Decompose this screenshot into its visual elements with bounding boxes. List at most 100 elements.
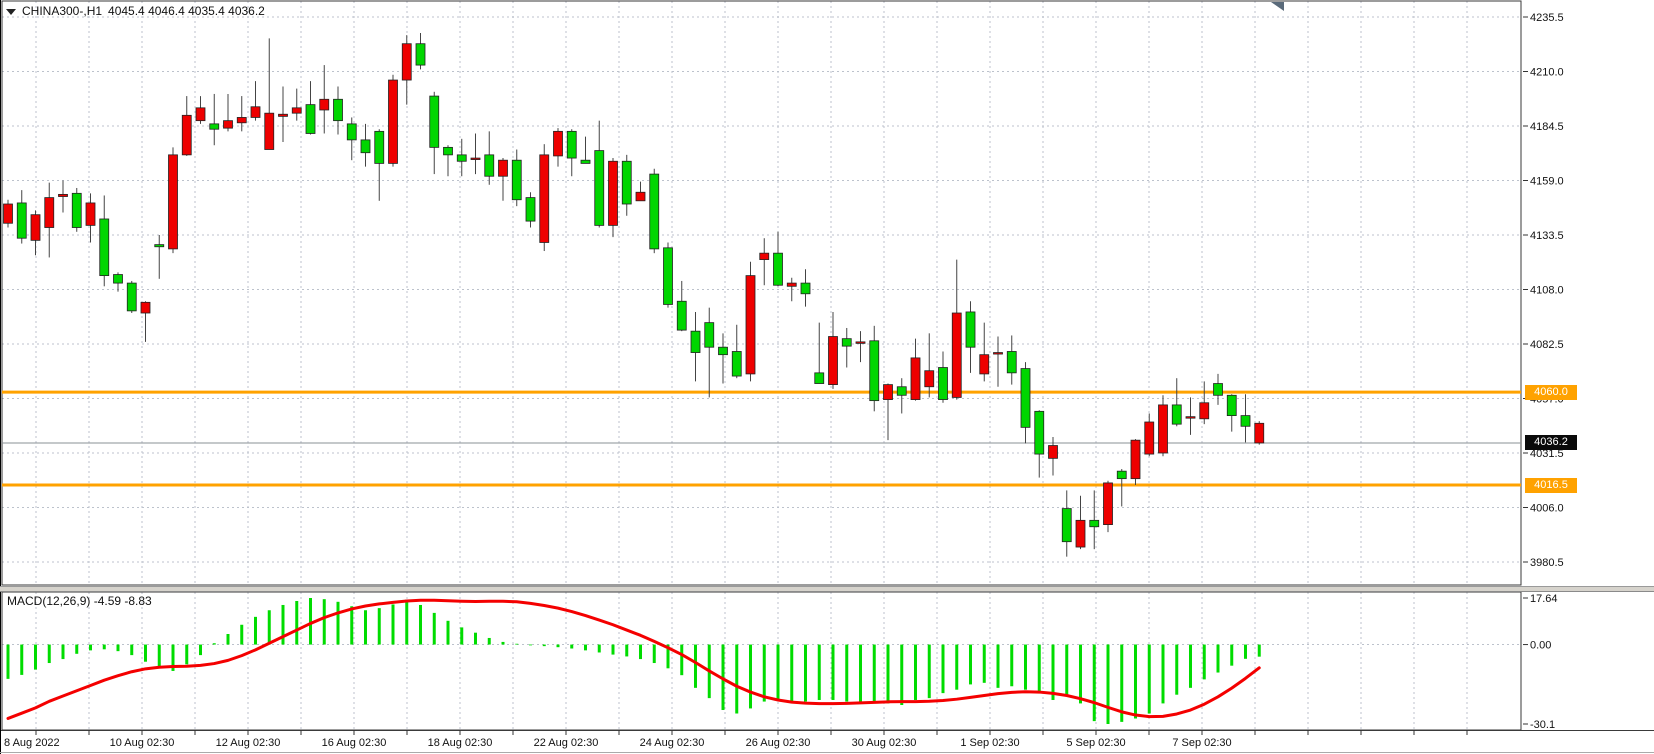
candle-bull bbox=[676, 300, 687, 331]
candle-bear bbox=[264, 112, 275, 150]
hline-price-badge-4016: 4016.5 bbox=[1525, 477, 1577, 493]
candle-bear bbox=[539, 154, 550, 243]
candle-bull bbox=[621, 160, 632, 205]
candle-bull bbox=[1006, 351, 1017, 374]
price-axis-label: 4006.0 bbox=[1530, 503, 1564, 515]
time-axis-label: 10 Aug 02:30 bbox=[110, 737, 175, 749]
candle-bull bbox=[800, 282, 811, 295]
candle-bear bbox=[924, 370, 935, 388]
price-axis-label: 3980.5 bbox=[1530, 557, 1564, 569]
candle-bull bbox=[566, 130, 577, 159]
candle-bear bbox=[553, 130, 563, 157]
candle-bull bbox=[113, 274, 123, 284]
candle-bear bbox=[1185, 416, 1196, 419]
candle-bear bbox=[470, 157, 481, 160]
macd-axis-label: 0.00 bbox=[1530, 640, 1551, 652]
price-axis-label: 4108.0 bbox=[1530, 285, 1564, 297]
candle-bull bbox=[126, 282, 137, 312]
candle-bull bbox=[649, 173, 660, 250]
candle-bear bbox=[388, 79, 398, 164]
macd-axis-label: -30.1 bbox=[1530, 719, 1555, 731]
candle-bull bbox=[360, 139, 371, 154]
candle-bear bbox=[910, 357, 921, 400]
candle-bull bbox=[896, 386, 907, 396]
price-axis-label: 4082.5 bbox=[1530, 339, 1564, 351]
time-axis-label: 12 Aug 02:30 bbox=[216, 737, 281, 749]
candle-bull bbox=[580, 159, 591, 164]
price-axis-label: 4235.5 bbox=[1530, 12, 1564, 24]
candle-bull bbox=[1089, 519, 1100, 528]
candle-bull bbox=[456, 154, 467, 162]
candle-bull bbox=[525, 197, 536, 222]
candle-bull bbox=[16, 202, 27, 239]
candle-bear bbox=[1130, 439, 1141, 480]
candle-bull bbox=[154, 244, 165, 248]
time-axis-label: 18 Aug 02:30 bbox=[428, 737, 493, 749]
candle-bull bbox=[663, 247, 673, 305]
candle-bull bbox=[511, 159, 522, 201]
price-axis-label: 4159.0 bbox=[1530, 176, 1564, 188]
hline-price-badge-4060: 4060.0 bbox=[1525, 384, 1577, 400]
time-axis-label: 24 Aug 02:30 bbox=[640, 737, 705, 749]
candle-bear bbox=[278, 113, 288, 117]
price-axis[interactable]: 4235.5 4210.0 4184.5 4159.0 4133.5 4108.0 4082… bbox=[1523, 12, 1564, 731]
candle-bull bbox=[731, 351, 742, 377]
macd-histogram-layer bbox=[6, 598, 1261, 724]
time-axis-label: 30 Aug 02:30 bbox=[852, 737, 917, 749]
price-axis-label: 4031.5 bbox=[1530, 448, 1564, 460]
macd-indicator-label: MACD(12,26,9) -4.59 -8.83 bbox=[7, 594, 152, 608]
candle-bull bbox=[305, 104, 316, 134]
candle-bear bbox=[1075, 519, 1086, 548]
panel-splitter[interactable] bbox=[0, 586, 1654, 592]
price-axis-label: 4184.5 bbox=[1530, 121, 1564, 133]
candle-bear bbox=[745, 275, 756, 375]
candle-bear bbox=[786, 282, 797, 287]
macd-signal-layer bbox=[6, 598, 1261, 720]
candle-bull bbox=[718, 346, 728, 356]
candle-bull bbox=[429, 95, 440, 148]
candle-bull bbox=[814, 372, 825, 384]
candle-bear bbox=[3, 203, 13, 224]
macd-axis-label: 17.64 bbox=[1530, 593, 1558, 605]
candle-bull bbox=[374, 130, 385, 164]
candle-bull bbox=[443, 146, 453, 156]
time-axis-label: 26 Aug 02:30 bbox=[746, 737, 811, 749]
chart-ohlc-values: 4045.4 4046.4 4035.4 4036.2 bbox=[108, 4, 265, 18]
candle-bull bbox=[1240, 415, 1251, 427]
candle-bear bbox=[1158, 404, 1168, 454]
candle-bear bbox=[291, 107, 302, 114]
chart-shift-triangle-icon bbox=[1271, 2, 1284, 11]
candle-bear bbox=[85, 202, 96, 226]
symbol-dropdown-icon[interactable] bbox=[6, 8, 16, 15]
grid-layer bbox=[2, 1, 1521, 730]
time-axis-label: 22 Aug 02:30 bbox=[534, 737, 599, 749]
time-axis-label: 5 Sep 02:30 bbox=[1066, 737, 1125, 749]
time-axis-label: 7 Sep 02:30 bbox=[1172, 737, 1231, 749]
candle-bear bbox=[608, 160, 618, 226]
candle-bear bbox=[951, 312, 962, 398]
candle-bull bbox=[1116, 470, 1127, 480]
candle-bear bbox=[168, 154, 178, 250]
candle-bull bbox=[1034, 410, 1045, 455]
candle-bear bbox=[319, 98, 330, 111]
candle-bear bbox=[498, 159, 508, 177]
candle-bear bbox=[883, 384, 893, 400]
candle-bear bbox=[1199, 402, 1210, 420]
horizontal-lines-layer bbox=[2, 390, 1521, 487]
candle-bear bbox=[181, 114, 192, 156]
current-price-badge: 4036.2 bbox=[1525, 435, 1577, 451]
macd-signal-line bbox=[6, 598, 1261, 720]
candle-bear bbox=[979, 354, 990, 375]
candle-bear bbox=[223, 120, 233, 129]
candle-bear bbox=[1103, 482, 1113, 525]
candle-bear bbox=[195, 107, 206, 122]
time-axis-label: 16 Aug 02:30 bbox=[322, 737, 387, 749]
chart-symbol-timeframe: CHINA300-,H1 bbox=[22, 4, 103, 18]
candle-bear bbox=[58, 193, 68, 197]
candle-bull bbox=[1171, 404, 1182, 425]
candle-bear bbox=[759, 252, 770, 260]
time-axis[interactable]: 8 Aug 2022 10 Aug 02:30 12 Aug 02:30 16 Aug… bbox=[4, 730, 1468, 749]
candle-bull bbox=[1213, 383, 1223, 396]
